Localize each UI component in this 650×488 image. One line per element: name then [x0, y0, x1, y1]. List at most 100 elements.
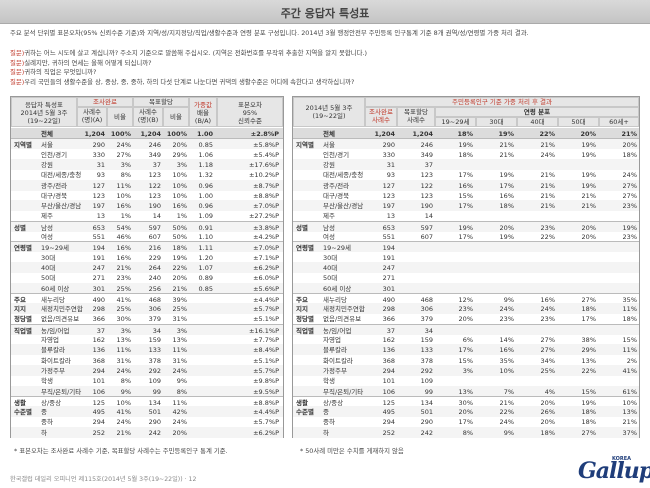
table-row: 정당별 없음/의견유보 366 30% 379 31% ±5.1%P: [11, 313, 283, 324]
cell-target-cases: 123: [420, 191, 433, 200]
cell-cases-a: 294: [92, 366, 105, 375]
cell-cases-a: 13: [96, 212, 105, 221]
cell-survey-cases: 1,204: [374, 130, 395, 138]
cell-cases-b: 37: [152, 160, 161, 169]
cell-error: ±5.7%P: [253, 305, 279, 314]
cell-age-pct: 24%: [499, 305, 514, 314]
row-label: 대전/세종/충청: [41, 171, 82, 180]
cell-age-pct: 17%: [458, 233, 473, 241]
left-header-error-sub: 신뢰수준: [238, 117, 262, 125]
left-header-cases-a-label: 사례수: [83, 108, 101, 116]
cell-cases-b: 99: [152, 387, 161, 396]
cell-error: ±6.0%P: [253, 274, 279, 283]
table-row: 가정주부 294 24% 292 24% ±5.7%P: [11, 364, 283, 376]
cell-weight: 1.10: [198, 233, 213, 241]
cell-age-pct: 20%: [540, 398, 555, 407]
cell-ratio-b: 24%: [172, 418, 187, 427]
row-label: 대구/경북: [41, 191, 68, 200]
cell-ratio-a: 11%: [116, 346, 131, 355]
cell-survey-cases: 294: [382, 366, 395, 375]
cell-cases-a: 366: [92, 315, 105, 324]
cell-age-pct: 19%: [622, 223, 637, 232]
row-label: 가정주부: [323, 366, 347, 375]
cell-age-pct: 4%: [544, 387, 555, 396]
cell-cases-b: 133: [148, 346, 161, 355]
row-label: 여성: [41, 233, 53, 241]
row-label: 농/임/어업: [41, 326, 70, 335]
cell-age-pct: 9%: [503, 295, 514, 304]
row-label: 블루칼라: [41, 346, 65, 355]
cell-ratio-b: 19%: [172, 253, 187, 262]
row-group-label: 수준별: [14, 408, 32, 417]
row-label: 60세 이상: [323, 284, 352, 293]
footnote-left: * 표본오차는 조사완료 사례수 기준, 목표할당 사례수는 주민등록인구 통계…: [14, 447, 228, 455]
left-header-cases-a: 사례수 (명)(A): [77, 107, 107, 127]
cell-cases-a: 294: [92, 418, 105, 427]
row-label: 부산/울산/경남: [323, 202, 364, 211]
cell-age-pct: 23%: [540, 223, 555, 232]
age-col-header: 60세+: [599, 117, 639, 127]
cell-cases-b: 1,204: [140, 130, 161, 138]
cell-age-pct: 24%: [540, 305, 555, 314]
left-header-weight: 가중값 배율 (B/A): [189, 97, 217, 127]
right-header-age: 연령 분포: [435, 107, 639, 117]
cell-cases-a: 31: [96, 160, 105, 169]
cell-survey-cases: 301: [382, 284, 395, 293]
cell-error: ±2.8%P: [250, 130, 279, 138]
cell-age-pct: 7%: [503, 387, 514, 396]
cell-age-pct: 37%: [622, 428, 637, 437]
cell-age-pct: 21%: [540, 181, 555, 190]
cell-cases-b: 216: [148, 244, 161, 253]
table-row: 중하 294 24% 290 24% ±5.7%P: [11, 416, 283, 427]
cell-cases-a: 247: [92, 263, 105, 272]
cell-weight: 1.00: [198, 191, 213, 200]
row-label: 40대: [41, 263, 56, 272]
question-line: 질문)우리 국민들의 생활수준을 상, 중상, 중, 중하, 하의 다섯 단계로…: [10, 78, 640, 88]
cell-age-pct: 30%: [458, 398, 473, 407]
cell-error: ±17.6%P: [248, 160, 279, 169]
cell-weight: 0.85: [198, 284, 213, 293]
cell-cases-b: 134: [148, 398, 161, 407]
cell-age-pct: 18%: [581, 408, 596, 417]
cell-weight: [189, 428, 213, 438]
cell-survey-cases: 37: [386, 326, 395, 335]
cell-ratio-b: 20%: [172, 141, 187, 150]
left-header-error-level: 95%: [242, 109, 258, 117]
cell-cases-a: 1,204: [84, 130, 105, 138]
footnote-right: * 50사례 미만은 수치를 게재하지 않음: [300, 447, 404, 455]
right-header-target-cases: 사례수: [407, 116, 425, 124]
cell-target-cases: 133: [420, 346, 433, 355]
row-group-label: 연령별: [296, 244, 314, 253]
cell-target-cases: 501: [420, 408, 433, 417]
cell-ratio-a: 24%: [116, 141, 131, 150]
cell-target-cases: 290: [420, 418, 433, 427]
cell-age-pct: 19%: [581, 171, 596, 180]
row-group-label: 수준별: [296, 408, 314, 417]
row-label: 화이트칼라: [323, 356, 353, 365]
cell-ratio-a: 8%: [120, 171, 131, 180]
row-label: 인천/경기: [323, 150, 350, 159]
cell-target-cases: 468: [420, 295, 433, 304]
cell-age-pct: 21%: [540, 202, 555, 211]
cell-age-pct: 17%: [458, 202, 473, 211]
cell-ratio-b: 39%: [172, 295, 187, 304]
cell-ratio-a: 31%: [116, 356, 131, 365]
row-label: 무직/은퇴/기타: [323, 387, 364, 396]
cell-error: ±5.7%P: [253, 418, 279, 427]
cell-age-pct: 27%: [622, 191, 637, 200]
cell-survey-cases: 495: [382, 408, 395, 417]
cell-ratio-a: 54%: [116, 223, 131, 232]
cell-cases-a: 93: [96, 171, 105, 180]
cell-age-pct: 61%: [622, 387, 637, 396]
row-label: 남성: [41, 223, 53, 232]
cell-age-pct: 35%: [499, 356, 514, 365]
row-label: 19~29세: [323, 244, 351, 253]
cell-cases-b: 246: [148, 141, 161, 150]
table-row: 학생 101 109: [293, 375, 639, 386]
cell-cases-a: 368: [92, 356, 105, 365]
cell-ratio-b: 50%: [172, 223, 187, 232]
table-row: 자영업 162 13% 159 13% ±7.7%P: [11, 334, 283, 345]
table-row: 40대 247 21% 264 22% 1.07 ±6.2%P: [11, 261, 283, 273]
row-label: 광주/전라: [41, 181, 68, 190]
cell-cases-b: 109: [148, 377, 161, 386]
